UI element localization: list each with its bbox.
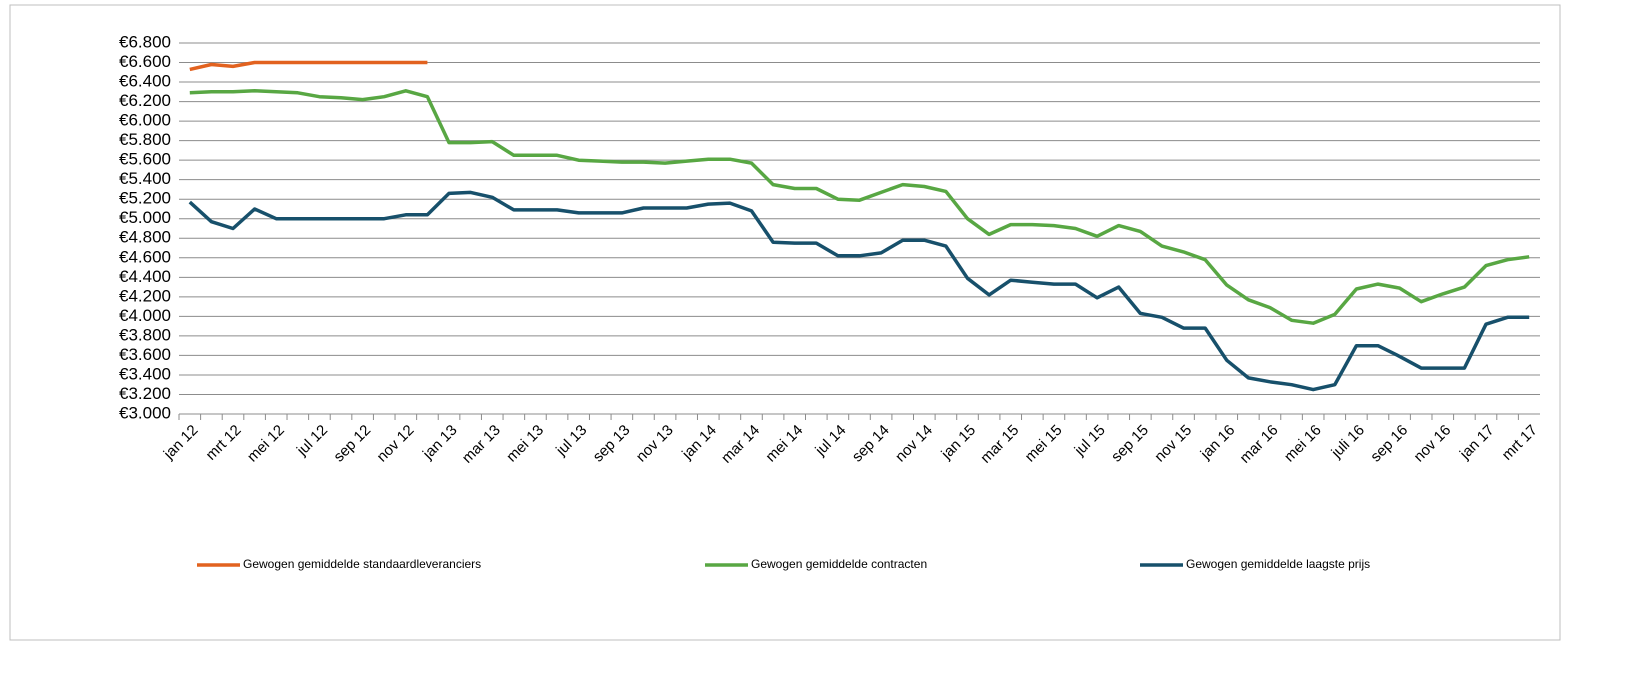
y-tick-label: €4.600	[119, 247, 171, 266]
y-tick-label: €5.800	[119, 130, 171, 149]
chart-frame	[9, 4, 1561, 641]
y-tick-label: €3.000	[119, 403, 171, 422]
y-tick-label: €5.400	[119, 169, 171, 188]
y-tick-label: €3.800	[119, 325, 171, 344]
y-tick-label: €5.600	[119, 150, 171, 169]
y-tick-label: €3.400	[119, 364, 171, 383]
y-tick-label: €3.200	[119, 384, 171, 403]
y-tick-label: €6.600	[119, 52, 171, 71]
y-tick-label: €3.600	[119, 345, 171, 364]
series-line	[189, 89, 1530, 325]
y-tick-label: €4.400	[119, 267, 171, 286]
y-tick-label: €4.800	[119, 228, 171, 247]
y-tick-label: €6.800	[119, 32, 171, 51]
y-tick-label: €4.000	[119, 306, 171, 325]
y-tick-label: €6.200	[119, 91, 171, 110]
y-tick-label: €6.000	[119, 111, 171, 130]
series-line	[188, 190, 1530, 392]
series-line	[189, 60, 428, 72]
y-tick-label: €5.200	[119, 189, 171, 208]
legend-label: Gewogen gemiddelde standaardleveranciers	[243, 557, 481, 571]
y-tick-label: €6.400	[119, 72, 171, 91]
legend-label: Gewogen gemiddelde contracten	[751, 557, 927, 571]
y-tick-label: €5.000	[119, 208, 171, 227]
legend-label: Gewogen gemiddelde laagste prijs	[1186, 557, 1370, 571]
y-tick-label: €4.200	[119, 286, 171, 305]
